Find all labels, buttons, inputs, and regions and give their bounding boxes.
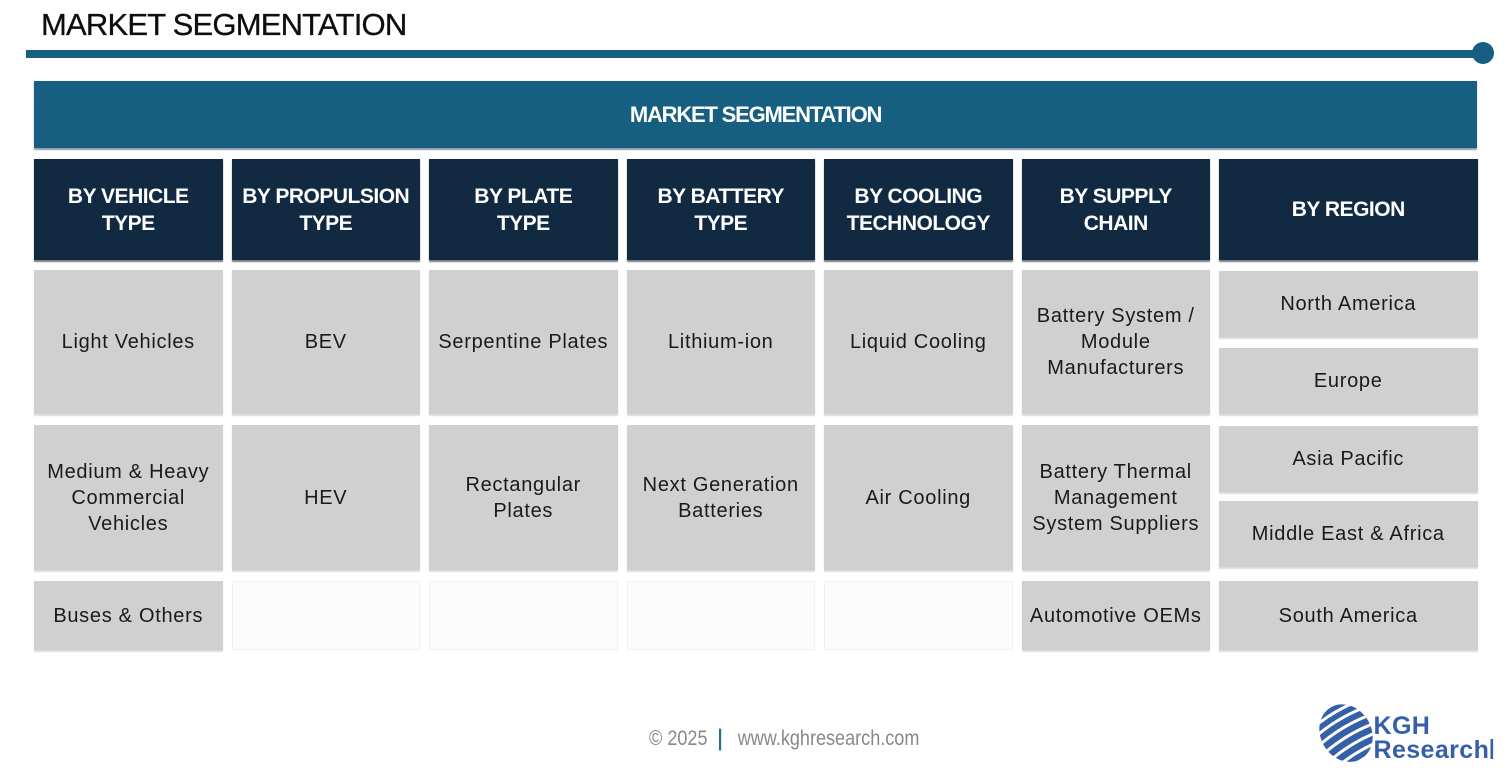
svg-text:KGH: KGH [1374,712,1431,740]
svg-text:Research: Research [1374,736,1490,764]
